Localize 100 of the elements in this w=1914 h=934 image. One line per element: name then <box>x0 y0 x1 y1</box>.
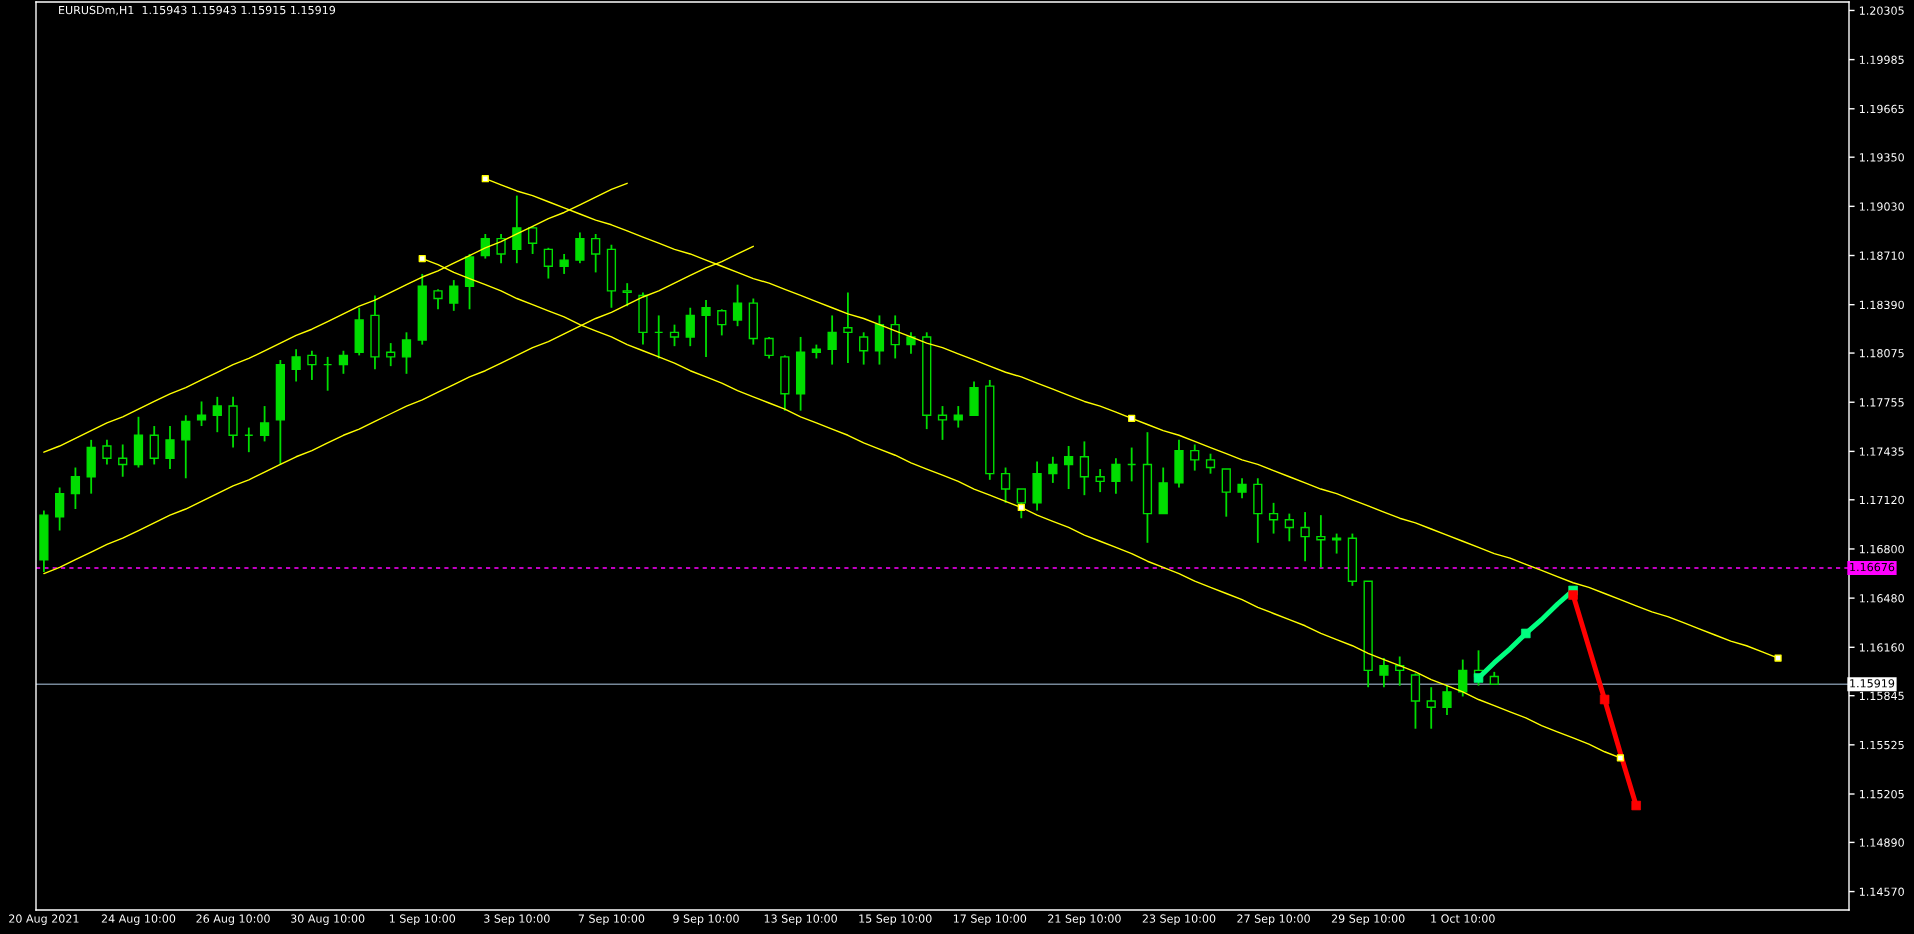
y-tick-label: 1.14570 <box>1859 887 1904 896</box>
candlestick <box>1284 512 1294 543</box>
y-tick-label: 1.19350 <box>1859 153 1904 162</box>
candlestick <box>1442 684 1452 716</box>
x-tick-label: 15 Sep 10:00 <box>859 914 932 925</box>
candlestick <box>1048 455 1058 484</box>
x-tick-label: 3 Sep 10:00 <box>484 914 550 925</box>
candlestick <box>701 299 711 358</box>
candlestick <box>1063 445 1074 490</box>
y-tick-label: 1.17120 <box>1859 495 1904 505</box>
candlestick <box>291 348 301 383</box>
candlestick <box>259 405 270 443</box>
candlestick <box>1016 488 1026 520</box>
y-tick-label: 1.15525 <box>1859 740 1904 750</box>
candlestick <box>1205 452 1216 475</box>
y-tick-label: 1.15205 <box>1859 789 1904 799</box>
x-tick-label: 9 Sep 10:00 <box>673 914 739 925</box>
candlestick <box>1268 501 1279 535</box>
y-tick-label: 1.17435 <box>1859 447 1904 456</box>
candlestick <box>953 405 963 429</box>
candlestick <box>1190 443 1200 472</box>
candlestick <box>937 405 948 441</box>
candlestick <box>1000 466 1011 504</box>
candlestick <box>543 246 554 280</box>
candlestick <box>1237 477 1247 500</box>
candlestick <box>669 323 680 348</box>
candlestick <box>165 425 175 470</box>
candlestick <box>1095 468 1105 494</box>
x-tick-label: 26 Aug 10:00 <box>196 914 270 925</box>
y-tick-label: 1.19665 <box>1859 104 1904 114</box>
candlestick <box>386 342 396 368</box>
candlestick <box>433 288 443 311</box>
candlestick <box>401 331 412 375</box>
candlestick <box>212 395 222 434</box>
candlestick <box>717 308 727 337</box>
candlestick <box>1079 440 1090 497</box>
candlestick <box>591 233 601 274</box>
x-tick-label: 24 Aug 10:00 <box>101 914 176 925</box>
candlestick <box>181 414 191 480</box>
candlestick <box>1316 514 1326 569</box>
y-tick-label: 1.16480 <box>1859 594 1904 603</box>
point <box>418 254 426 263</box>
y-tick-label: 1.17755 <box>1859 398 1904 407</box>
candlestick <box>827 314 837 366</box>
x-tick-label: 23 Sep 10:00 <box>1142 914 1216 925</box>
ref-line-label: 1.15919 <box>1850 679 1895 688</box>
y-tick-label: 1.18710 <box>1859 251 1904 260</box>
candlestick <box>512 194 522 265</box>
candlestick <box>764 336 774 360</box>
candlestick <box>449 279 459 312</box>
x-tick-label: 7 Sep 10:00 <box>578 914 645 925</box>
y-tick-label: 1.15845 <box>1859 691 1904 701</box>
x-tick-label: 20 Aug 2021 <box>9 914 79 925</box>
candlestick <box>496 233 506 265</box>
x-tick-label: 17 Sep 10:00 <box>953 914 1027 925</box>
candlestick <box>55 486 65 532</box>
y-tick-label: 1.19030 <box>1859 202 1904 211</box>
candlestick <box>1458 658 1468 698</box>
candlestick <box>843 291 853 364</box>
x-tick-label: 1 Oct 10:00 <box>1431 914 1495 923</box>
point <box>1774 654 1782 662</box>
candlestick <box>118 443 128 478</box>
y-tick-label: 1.14890 <box>1859 838 1904 847</box>
x-tick-label: 13 Sep 10:00 <box>764 914 837 925</box>
candlestick <box>732 283 743 328</box>
candlestick <box>102 438 112 466</box>
point <box>1128 414 1136 422</box>
candlestick <box>1379 657 1389 689</box>
candlestick <box>1221 468 1231 518</box>
y-tick-label: 1.16160 <box>1859 643 1904 652</box>
y-tick-label: 1.19985 <box>1859 55 1904 64</box>
candlestick <box>1426 686 1436 730</box>
candlestick <box>622 282 632 308</box>
x-tick-label: 29 Sep 10:00 <box>1331 914 1405 925</box>
x-tick-label: 1 Sep 10:00 <box>389 914 456 925</box>
candlestick <box>559 253 569 275</box>
point <box>1017 503 1025 512</box>
candlestick <box>70 466 81 510</box>
ref-line-label: 1.16676 <box>1850 562 1895 572</box>
x-tick-label: 30 Aug 10:00 <box>291 914 365 925</box>
candlestick <box>1300 511 1310 563</box>
y-tick-label: 1.18390 <box>1859 300 1904 310</box>
y-tick-label: 1.18075 <box>1859 349 1904 358</box>
candlestick <box>149 425 159 466</box>
point <box>481 175 489 183</box>
candlestick <box>685 306 695 348</box>
candlestick <box>527 225 538 255</box>
x-tick-label: 21 Sep 10:00 <box>1048 914 1121 925</box>
candlestick <box>575 231 585 265</box>
chart-title: EURUSDm,H1 1.15943 1.15943 1.15915 1.15919 <box>59 5 336 16</box>
x-tick-label: 27 Sep 10:00 <box>1237 914 1310 925</box>
candlestick <box>890 314 900 360</box>
y-tick-label: 1.20305 <box>1859 6 1904 15</box>
y-tick-label: 1.16800 <box>1859 544 1904 554</box>
candlestick <box>1111 457 1121 495</box>
candlestick <box>859 331 869 366</box>
candlestick <box>338 349 349 375</box>
candlestick <box>906 331 916 355</box>
candlestick <box>196 400 207 427</box>
candlestick <box>307 349 317 381</box>
